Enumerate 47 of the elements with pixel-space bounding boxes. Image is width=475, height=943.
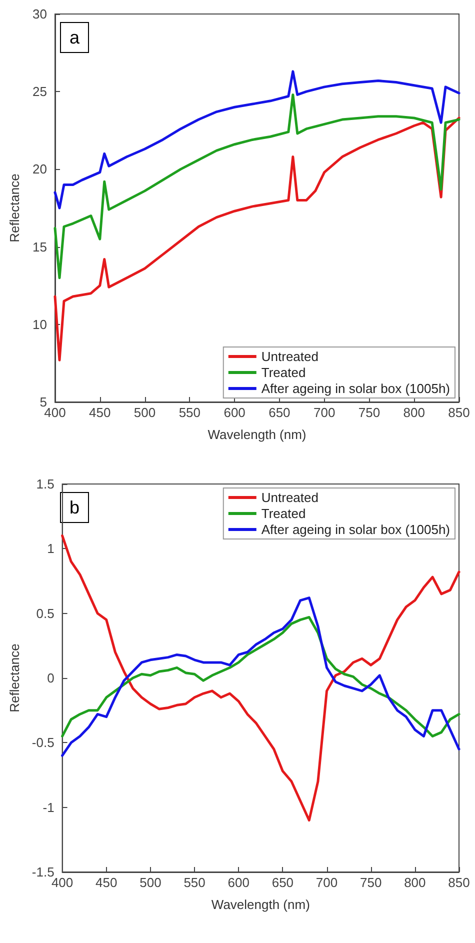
y-tick-label: 0.5 xyxy=(36,606,54,621)
x-axis-title: Wavelength (nm) xyxy=(211,897,310,912)
annotation: b xyxy=(69,498,80,518)
x-tick-label: 800 xyxy=(403,405,425,420)
x-tick-label: 600 xyxy=(228,875,250,890)
y-tick-label: 20 xyxy=(32,162,47,177)
y-axis-title: Reflectance xyxy=(7,174,22,242)
x-tick-label: 650 xyxy=(268,405,290,420)
legend-label: Treated xyxy=(261,365,306,380)
x-tick-label: 550 xyxy=(178,405,201,420)
x-tick-label: 550 xyxy=(184,875,206,890)
legend-label: After ageing in solar box (1005h) xyxy=(261,381,450,396)
y-tick-label: 25 xyxy=(32,84,47,100)
x-tick-label: 500 xyxy=(140,875,162,890)
x-tick-label: 600 xyxy=(224,405,246,420)
line-series xyxy=(61,596,460,757)
line-series xyxy=(61,616,460,738)
line-series xyxy=(54,93,460,280)
y-tick-label: -0.5 xyxy=(32,735,54,750)
y-tick-label: -1 xyxy=(42,800,54,815)
y-tick-label: 30 xyxy=(32,6,47,22)
y-tick-label: 15 xyxy=(32,239,47,254)
x-tick-label: 750 xyxy=(358,405,380,420)
x-tick-label: 450 xyxy=(89,405,111,420)
x-tick-label: 650 xyxy=(272,875,294,890)
legend-label: Untreated xyxy=(261,349,318,364)
x-tick-label: 500 xyxy=(134,405,156,420)
x-tick-label: 450 xyxy=(96,875,118,890)
x-tick-label: 850 xyxy=(448,875,470,890)
line-series xyxy=(54,70,460,210)
y-tick-label: 0 xyxy=(47,670,54,686)
legend-label: Treated xyxy=(261,506,306,521)
x-tick-label: 700 xyxy=(316,875,338,890)
x-tick-label: 400 xyxy=(44,405,66,420)
x-tick-label: 850 xyxy=(448,405,470,420)
annotation: a xyxy=(69,28,80,48)
x-axis-title: Wavelength (nm) xyxy=(208,427,306,442)
y-axis-title: Reflectance xyxy=(7,644,22,712)
x-tick-label: 750 xyxy=(360,875,382,890)
x-tick-label: 700 xyxy=(313,405,336,420)
y-tick-label: 10 xyxy=(32,316,47,332)
y-tick-label: 1 xyxy=(47,541,54,556)
legend-label: After ageing in solar box (1005h) xyxy=(261,522,450,537)
legend-label: Untreated xyxy=(261,490,318,505)
y-tick-label: 5 xyxy=(40,394,47,410)
x-tick-label: 800 xyxy=(404,875,426,890)
y-tick-label: 1.5 xyxy=(36,476,54,492)
